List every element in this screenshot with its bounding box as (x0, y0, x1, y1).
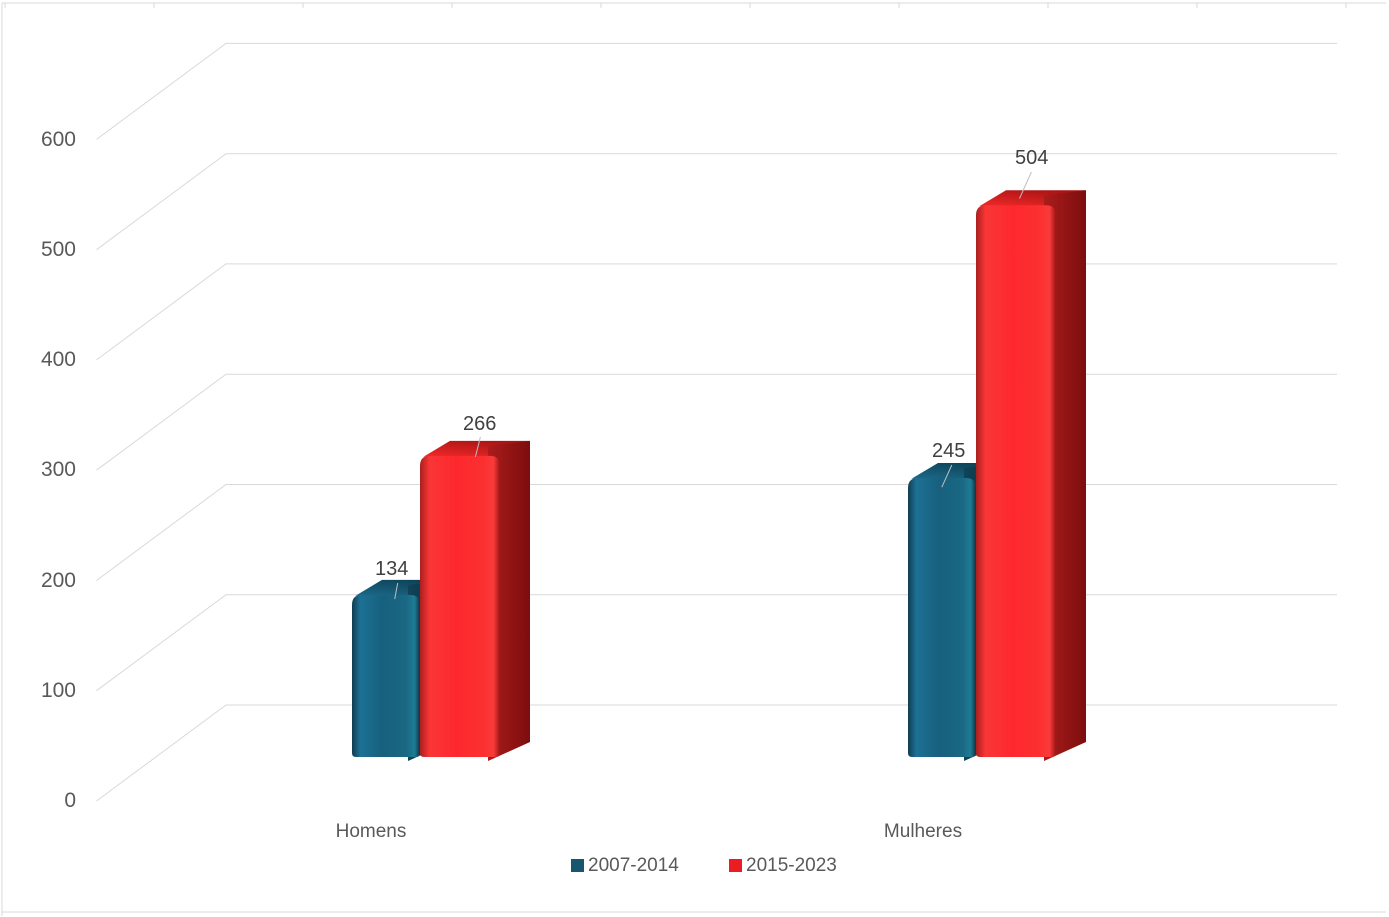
svg-text:Homens: Homens (336, 821, 407, 842)
svg-text:504: 504 (1015, 147, 1048, 169)
svg-text:100: 100 (41, 679, 76, 702)
svg-text:Mulheres: Mulheres (884, 821, 962, 842)
svg-text:134: 134 (375, 558, 408, 580)
svg-text:266: 266 (463, 413, 496, 435)
svg-text:500: 500 (41, 238, 76, 261)
svg-text:200: 200 (41, 569, 76, 592)
svg-text:600: 600 (41, 128, 76, 151)
svg-text:2015-2023: 2015-2023 (746, 855, 837, 876)
svg-text:400: 400 (41, 348, 76, 371)
svg-text:245: 245 (932, 440, 965, 462)
svg-text:2007-2014: 2007-2014 (588, 855, 679, 876)
svg-text:300: 300 (41, 458, 76, 481)
svg-text:0: 0 (64, 789, 76, 812)
